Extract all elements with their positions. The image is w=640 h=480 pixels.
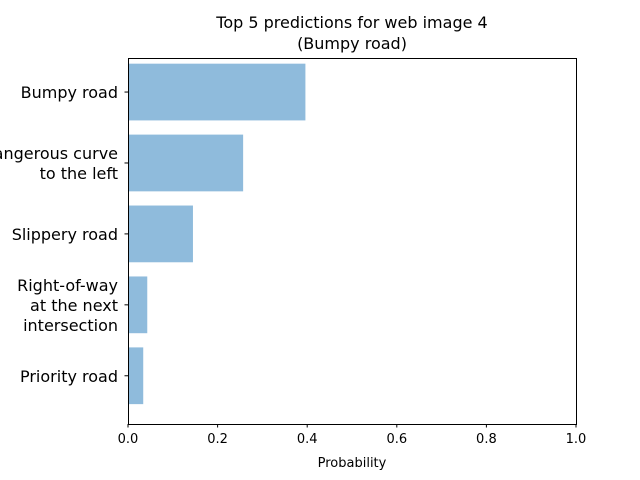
category-label-line: Right-of-way [17, 276, 118, 295]
x-axis-label: Probability [318, 456, 387, 471]
bar-3 [128, 205, 193, 263]
category-label-line: at the next [30, 296, 118, 315]
chart-title: Top 5 predictions for web image 4 (Bumpy … [215, 13, 487, 53]
category-label-5: Priority road [20, 367, 118, 386]
category-label-line: to the left [40, 164, 118, 183]
category-label-line: Bumpy road [21, 83, 118, 102]
chart-title-line-2: (Bumpy road) [297, 34, 407, 53]
category-label-4: Right-of-way at the next intersection [17, 276, 118, 335]
plot-frame [128, 58, 577, 425]
bar-5 [128, 347, 144, 405]
bar-4 [128, 276, 148, 334]
category-label-line: Dangerous curve [0, 144, 118, 163]
x-tick-label-4: 0.6 [386, 432, 407, 447]
y-axis-ticks [124, 91, 128, 377]
x-tick-label-1: 0.0 [118, 432, 139, 447]
category-label-1: Bumpy road [21, 83, 118, 102]
x-tick-label-6: 1.0 [566, 432, 587, 447]
category-label-3: Slippery road [12, 225, 118, 244]
bar-2 [128, 134, 244, 192]
category-label-line: Slippery road [12, 225, 118, 244]
category-label-line: Priority road [20, 367, 118, 386]
x-tick-label-2: 0.2 [207, 432, 228, 447]
bars [128, 63, 306, 405]
x-tick-label-3: 0.4 [297, 432, 318, 447]
category-label-line: intersection [23, 316, 118, 335]
bar-1 [128, 63, 306, 121]
chart-title-line-1: Top 5 predictions for web image 4 [215, 13, 487, 32]
x-tick-label-5: 0.8 [476, 432, 497, 447]
x-axis-ticks: 0.0 0.2 0.4 0.6 0.8 1.0 [118, 424, 587, 447]
